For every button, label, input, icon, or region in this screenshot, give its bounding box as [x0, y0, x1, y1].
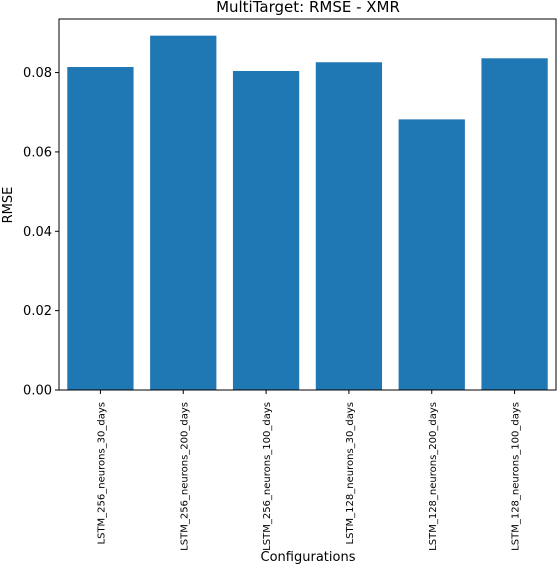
bar-LSTM_128_neurons_30_days [316, 62, 382, 390]
bar-LSTM_256_neurons_200_days [150, 36, 216, 390]
y-tick-label: 0.00 [23, 384, 52, 399]
bar-LSTM_128_neurons_100_days [481, 58, 547, 390]
x-tick-label: LSTM_128_neurons_100_days [511, 402, 522, 551]
bar-LSTM_256_neurons_30_days [67, 67, 133, 390]
y-tick-label: 0.04 [23, 225, 52, 240]
x-tick-label: LSTM_128_neurons_30_days [345, 402, 356, 544]
x-axis-label: Configurations [261, 550, 356, 564]
x-tick-label: LSTM_256_neurons_100_days [262, 402, 273, 551]
bar-LSTM_256_neurons_100_days [233, 71, 299, 390]
x-tick-label: LSTM_256_neurons_30_days [96, 402, 107, 544]
bar-LSTM_128_neurons_200_days [399, 119, 465, 390]
x-tick-label: LSTM_256_neurons_200_days [179, 402, 190, 551]
y-tick-label: 0.06 [23, 145, 52, 160]
y-tick-label: 0.08 [23, 66, 52, 81]
chart-title: MultiTarget: RMSE - XMR [216, 0, 400, 16]
y-tick-label: 0.02 [23, 304, 52, 319]
x-tick-label: LSTM_128_neurons_200_days [428, 402, 439, 551]
y-axis-label: RMSE [1, 187, 16, 224]
